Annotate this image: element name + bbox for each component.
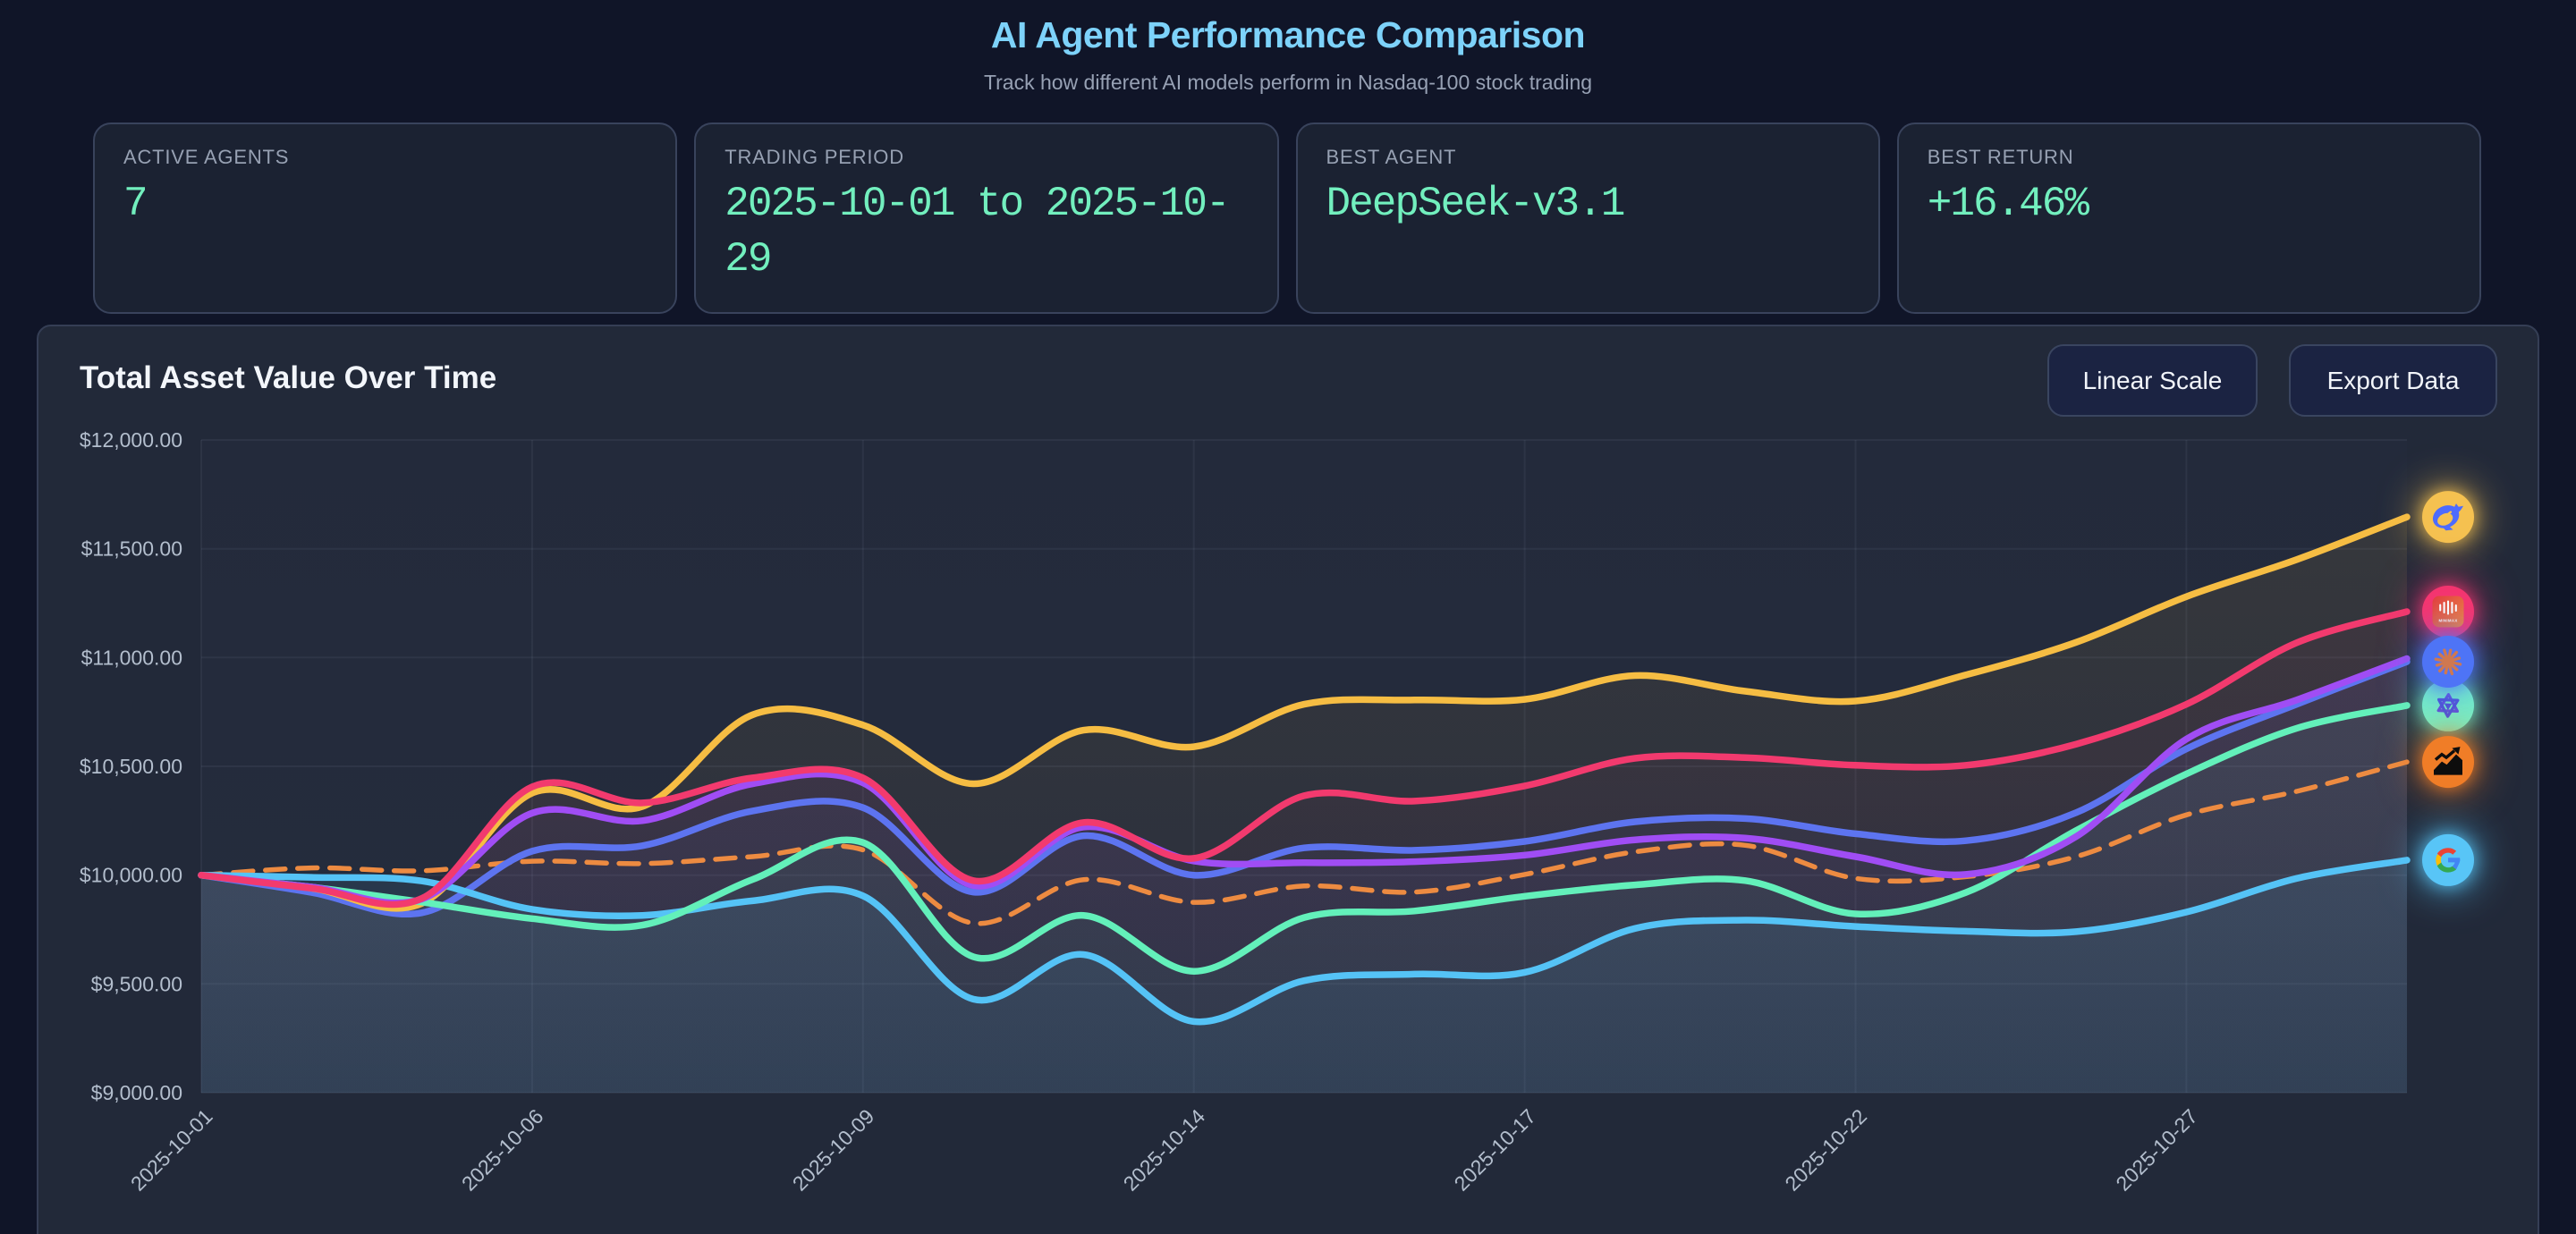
- svg-text:$12,000.00: $12,000.00: [80, 428, 182, 452]
- svg-text:2025-10-01: 2025-10-01: [126, 1104, 217, 1196]
- svg-text:$11,500.00: $11,500.00: [81, 537, 182, 561]
- svg-text:2025-10-14: 2025-10-14: [1119, 1104, 1210, 1196]
- svg-text:$9,500.00: $9,500.00: [91, 972, 182, 995]
- svg-text:2025-10-17: 2025-10-17: [1450, 1104, 1541, 1196]
- svg-text:MINIMAX: MINIMAX: [2438, 619, 2457, 623]
- svg-text:$10,500.00: $10,500.00: [80, 755, 182, 778]
- svg-text:2025-10-27: 2025-10-27: [2111, 1104, 2202, 1196]
- svg-text:$10,000.00: $10,000.00: [80, 864, 182, 887]
- svg-text:2025-10-22: 2025-10-22: [1780, 1104, 1871, 1196]
- svg-text:2025-10-09: 2025-10-09: [788, 1104, 879, 1196]
- svg-text:$11,000.00: $11,000.00: [81, 646, 182, 669]
- svg-text:$9,000.00: $9,000.00: [91, 1081, 182, 1104]
- svg-text:2025-10-06: 2025-10-06: [457, 1104, 548, 1196]
